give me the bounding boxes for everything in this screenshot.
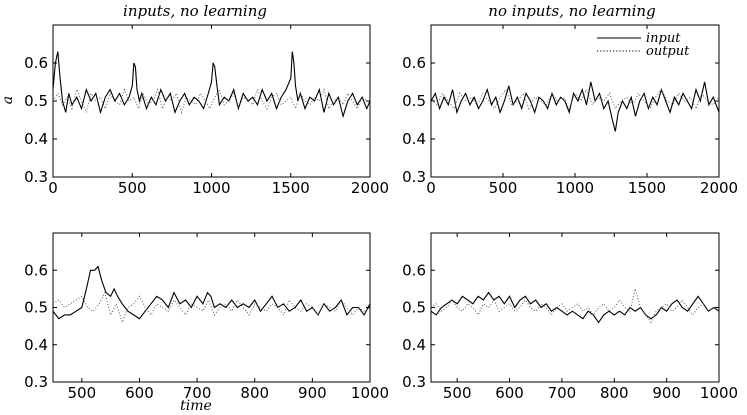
- legend: input output: [597, 31, 690, 59]
- x-tick-label: 0: [48, 179, 58, 197]
- y-tick-label: 0.4: [24, 336, 48, 354]
- x-tick-label: 1500: [272, 179, 310, 197]
- y-tick-label: 0.6: [24, 54, 48, 72]
- x-tick-label: 0: [426, 179, 436, 197]
- y-tick-label: 0.5: [24, 299, 48, 317]
- series-output-line: [52, 291, 371, 324]
- y-tick-label: 0.3: [24, 373, 48, 391]
- x-tick-label: 600: [125, 384, 154, 402]
- x-tick-label: 500: [67, 384, 96, 402]
- legend-label-output: output: [646, 44, 690, 59]
- series-input-line: [52, 265, 371, 320]
- x-tick-label: 900: [652, 384, 681, 402]
- plot-area: 0 500 1000 1500 2000 0.3 0.4 0.5 0.6: [24, 24, 389, 197]
- y-tick-label: 0.4: [402, 130, 426, 148]
- x-tick-label: 1000: [351, 384, 389, 402]
- x-tick-label: 700: [183, 384, 212, 402]
- y-tick-label: 0.6: [24, 261, 48, 279]
- y-tick-label: 0.4: [402, 336, 426, 354]
- panel-zoom-no-inputs: 500 600 700 800 900 1000 0.3 0.4 0.5 0.6: [402, 232, 738, 402]
- x-tick-label: 2000: [700, 179, 738, 197]
- panel-title: inputs, no learning: [123, 2, 267, 20]
- y-axis-label: a: [0, 96, 16, 104]
- series-input-line: [52, 51, 371, 119]
- y-tick-label: 0.5: [402, 299, 426, 317]
- x-tick-label: 800: [240, 384, 269, 402]
- series-output-line: [430, 88, 720, 110]
- y-tick-label: 0.5: [402, 92, 426, 110]
- panel-zoom-inputs: 500 600 700 800 900 1000 0.3 0.4 0.5 0.6 time: [24, 232, 389, 414]
- x-tick-label: 1000: [556, 179, 594, 197]
- y-tick-label: 0.4: [24, 130, 48, 148]
- y-tick-label: 0.6: [402, 261, 426, 279]
- x-tick-label: 700: [548, 384, 577, 402]
- plot-area: 500 600 700 800 900 1000 0.3 0.4 0.5 0.6: [402, 232, 738, 402]
- x-tick-label: 500: [443, 384, 472, 402]
- x-tick-label: 1000: [700, 384, 738, 402]
- y-tick-label: 0.5: [24, 92, 48, 110]
- y-tick-label: 0.3: [402, 373, 426, 391]
- x-tick-label: 500: [118, 179, 147, 197]
- panel-title: no inputs, no learning: [488, 2, 655, 20]
- plot-area: 0 500 1000 1500 2000 0.3 0.4 0.5 0.6: [402, 24, 738, 197]
- x-tick-label: 800: [600, 384, 629, 402]
- panel-inputs-no-learning: inputs, no learning a 0 500 1000 1500 2000 0…: [0, 2, 389, 197]
- panel-no-inputs-no-learning: no inputs, no learning 0 500 1000 1500 2000 …: [402, 2, 738, 197]
- plot-frame: [430, 232, 720, 383]
- plot-area: 500 600 700 800 900 1000 0.3 0.4 0.5 0.6: [24, 232, 389, 402]
- series-output-line: [52, 88, 370, 115]
- y-tick-label: 0.3: [402, 168, 426, 186]
- legend-label-input: input: [646, 31, 681, 46]
- x-tick-label: 500: [489, 179, 518, 197]
- x-axis-label: time: [180, 398, 212, 414]
- x-tick-label: 900: [298, 384, 327, 402]
- x-tick-label: 1000: [192, 179, 230, 197]
- series-input-line: [430, 291, 720, 324]
- series-input-line: [430, 81, 720, 132]
- y-tick-label: 0.6: [402, 54, 426, 72]
- x-tick-label: 2000: [351, 179, 389, 197]
- x-tick-label: 1500: [628, 179, 666, 197]
- x-tick-label: 600: [495, 384, 524, 402]
- series-output-line: [430, 286, 719, 324]
- plot-frame: [52, 24, 371, 178]
- y-tick-label: 0.3: [24, 168, 48, 186]
